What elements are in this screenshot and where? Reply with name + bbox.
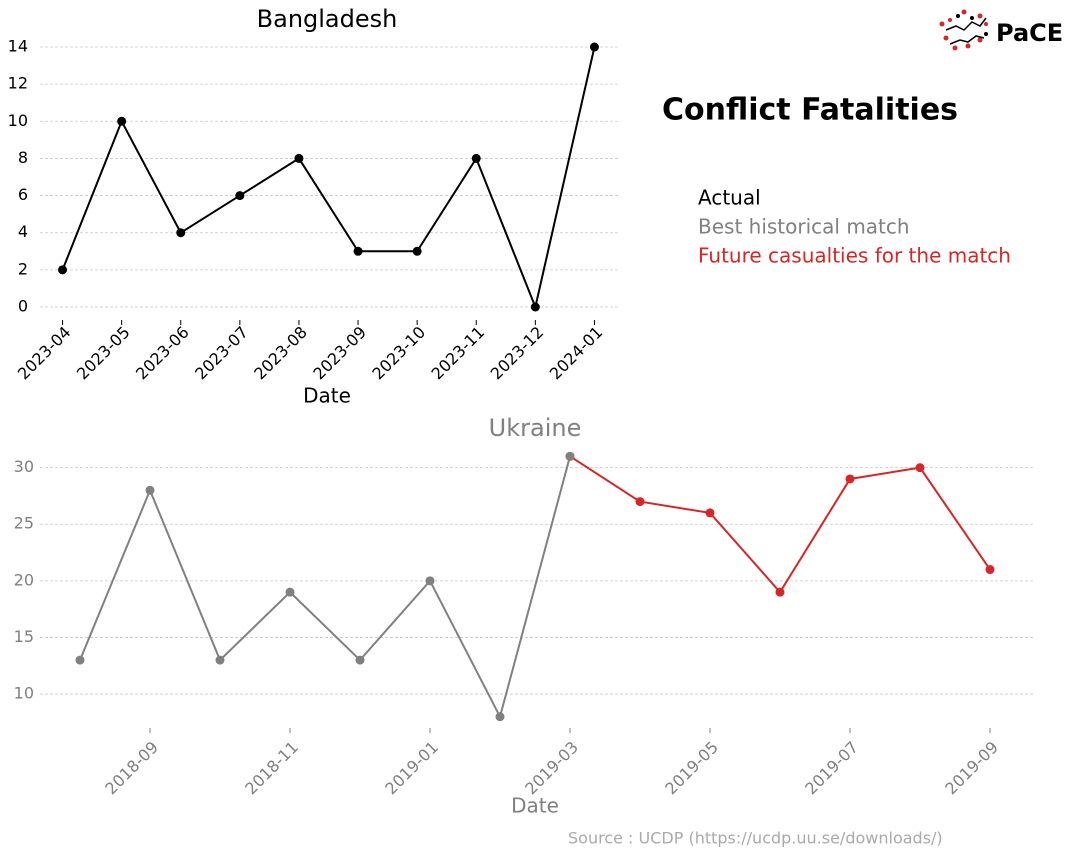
x-tick-label: 2023-07 [191, 323, 252, 384]
series-line [61, 46, 596, 311]
x-tick-label: 2024-01 [546, 323, 607, 384]
figure-title: Conflict Fatalities [662, 93, 958, 128]
chart-title: Ukraine [489, 414, 582, 442]
data-point [589, 42, 599, 52]
data-point [845, 474, 855, 484]
data-point [530, 302, 540, 312]
data-point [176, 228, 186, 238]
data-point [58, 265, 68, 275]
data-point [355, 655, 365, 665]
y-tick-label: 4 [18, 222, 28, 241]
legend-entry: Actual [698, 186, 761, 210]
data-point [915, 463, 925, 473]
x-tick-label: 2018-09 [101, 738, 162, 799]
data-point [285, 587, 295, 597]
y-tick-label: 15 [14, 627, 34, 646]
data-point [215, 655, 225, 665]
x-tick-label: 2019-05 [661, 738, 722, 799]
data-point [412, 246, 422, 256]
x-tick-label: 2023-09 [309, 323, 370, 384]
data-point [775, 587, 785, 597]
y-tick-label: 25 [14, 514, 34, 533]
logo-icon [939, 9, 988, 51]
chart-title: Bangladesh [257, 5, 398, 33]
x-tick-label: 2023-06 [132, 323, 193, 384]
x-axis-label: Date [511, 794, 559, 818]
data-point [495, 712, 505, 722]
data-point [294, 153, 304, 163]
x-tick-label: 2019-03 [521, 738, 582, 799]
legend-entry: Best historical match [698, 215, 910, 239]
x-tick-label: 2019-07 [801, 738, 862, 799]
data-point [235, 191, 245, 201]
data-point [145, 485, 155, 495]
x-tick-label: 2023-11 [428, 323, 489, 384]
legend-entry: Future casualties for the match [698, 244, 1011, 268]
y-tick-label: 8 [18, 148, 28, 167]
x-tick-label: 2019-09 [941, 738, 1002, 799]
y-tick-label: 20 [14, 570, 34, 589]
data-point [471, 153, 481, 163]
data-point [425, 576, 435, 586]
x-tick-label: 2019-01 [381, 738, 442, 799]
source-note: Source : UCDP (https://ucdp.uu.se/downlo… [568, 829, 943, 848]
y-tick-label: 12 [8, 74, 28, 93]
data-point [353, 246, 363, 256]
logo-text: PaCE [996, 19, 1063, 47]
x-tick-label: 2023-04 [14, 323, 75, 384]
x-tick-label: 2018-11 [241, 738, 302, 799]
y-tick-label: 0 [18, 297, 28, 316]
y-tick-label: 30 [14, 457, 34, 476]
x-tick-label: 2023-08 [250, 323, 311, 384]
x-tick-label: 2023-05 [73, 323, 134, 384]
data-point [635, 497, 645, 507]
series-line [79, 456, 571, 720]
y-tick-label: 10 [14, 684, 34, 703]
x-tick-label: 2023-10 [368, 323, 429, 384]
y-tick-label: 6 [18, 185, 28, 204]
x-tick-label: 2023-12 [487, 323, 548, 384]
data-point [75, 655, 85, 665]
data-point [117, 116, 127, 126]
y-tick-label: 14 [8, 37, 28, 56]
x-axis-label: Date [303, 384, 351, 408]
data-point [565, 451, 575, 461]
data-point [705, 508, 715, 518]
y-tick-label: 10 [8, 111, 28, 130]
data-point [985, 565, 995, 575]
y-tick-label: 2 [18, 259, 28, 278]
